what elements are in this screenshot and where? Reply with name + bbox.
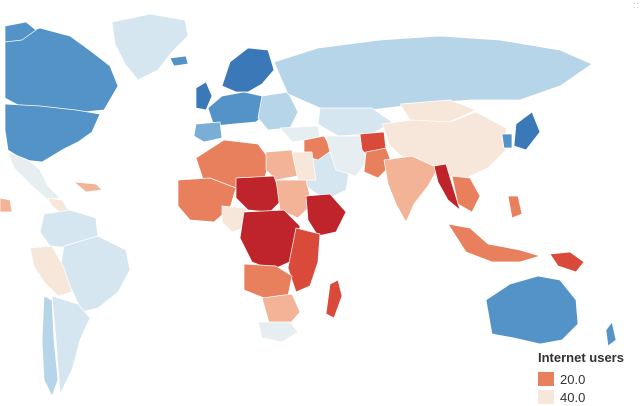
map-legend: Internet users 20.0 40.0 <box>538 350 644 406</box>
region-libya[interactable] <box>265 149 299 181</box>
region-angola-zambia[interactable] <box>243 263 293 299</box>
corner-mark: :: <box>632 0 640 10</box>
region-south-africa[interactable] <box>257 321 299 343</box>
region-ethiopia-somalia[interactable] <box>305 193 347 237</box>
region-pakistan[interactable] <box>363 147 393 179</box>
region-iceland[interactable] <box>169 55 189 67</box>
region-eastern-europe[interactable] <box>257 91 299 131</box>
region-sudan[interactable] <box>275 179 313 219</box>
legend-label: 40.0 <box>560 389 586 405</box>
region-usa[interactable] <box>4 103 101 163</box>
region-east-africa[interactable] <box>287 227 321 293</box>
region-greenland[interactable] <box>111 13 189 81</box>
legend-title: Internet users <box>538 350 624 365</box>
region-canada[interactable] <box>4 27 119 113</box>
region-philippines[interactable] <box>507 195 523 219</box>
region-india[interactable] <box>383 155 439 223</box>
region-scandinavia[interactable] <box>221 47 275 93</box>
region-southern-africa[interactable] <box>261 293 301 327</box>
region-korea[interactable] <box>501 133 513 149</box>
region-kazakhstan[interactable] <box>317 107 393 137</box>
legend-item-40: 40.0 <box>538 388 644 406</box>
region-egypt[interactable] <box>291 151 317 181</box>
region-mexico[interactable] <box>7 151 61 201</box>
region-argentina[interactable] <box>51 295 91 395</box>
legend-swatch <box>538 372 554 386</box>
region-russia[interactable] <box>273 35 593 111</box>
region-australia[interactable] <box>485 275 579 345</box>
region-peru-bolivia[interactable] <box>29 245 73 297</box>
region-alaska[interactable] <box>4 21 37 43</box>
region-myanmar[interactable] <box>433 163 461 211</box>
region-japan[interactable] <box>513 111 541 151</box>
region-new-guinea[interactable] <box>549 251 585 273</box>
region-indonesia[interactable] <box>447 223 541 263</box>
legend-swatch <box>538 390 554 404</box>
region-iberia[interactable] <box>193 121 223 143</box>
region-chile[interactable] <box>41 295 59 397</box>
region-new-zealand[interactable] <box>605 321 617 347</box>
region-mongolia[interactable] <box>399 99 477 123</box>
region-se-asia-mainland[interactable] <box>451 175 481 213</box>
region-brazil[interactable] <box>59 235 131 313</box>
region-central-africa[interactable] <box>239 209 301 271</box>
legend-item-20: 20.0 <box>538 370 644 388</box>
region-caribbean[interactable] <box>0 181 103 213</box>
region-madagascar[interactable] <box>325 279 343 319</box>
region-sahel-niger-chad[interactable] <box>235 175 283 213</box>
region-uk-ireland[interactable] <box>195 81 213 111</box>
legend-label: 20.0 <box>560 371 586 387</box>
